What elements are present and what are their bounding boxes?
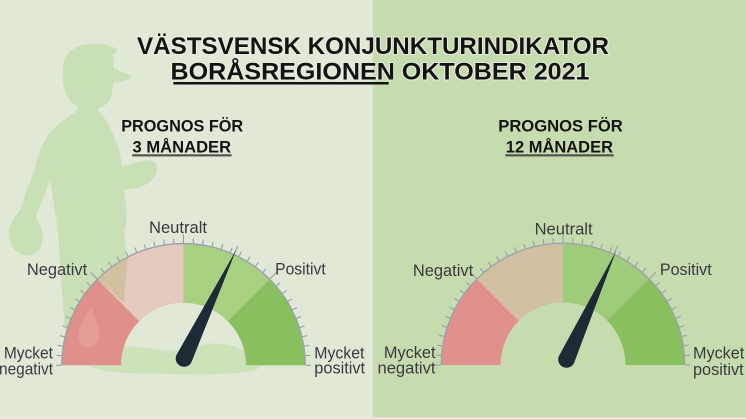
- svg-text:VÄSTSVENSK KONJUNKTURINDIKATOR: VÄSTSVENSK KONJUNKTURINDIKATOR: [137, 33, 609, 60]
- svg-text:Neutralt: Neutralt: [149, 218, 207, 237]
- svg-text:3 MÅNADER: 3 MÅNADER: [133, 137, 232, 156]
- svg-text:negativt: negativt: [378, 359, 436, 378]
- svg-text:positivt: positivt: [314, 359, 365, 378]
- svg-text:Neutralt: Neutralt: [535, 220, 593, 239]
- svg-text:Positivt: Positivt: [660, 260, 712, 279]
- svg-text:BORÅSREGIONEN OKTOBER 2021: BORÅSREGIONEN OKTOBER 2021: [171, 58, 590, 86]
- svg-text:Mycket: Mycket: [384, 343, 436, 362]
- svg-text:Mycket: Mycket: [4, 343, 53, 362]
- svg-text:12 MÅNADER: 12 MÅNADER: [506, 137, 613, 156]
- svg-text:Negativt: Negativt: [413, 261, 474, 280]
- svg-text:Positivt: Positivt: [275, 260, 326, 279]
- svg-text:positivt: positivt: [693, 360, 744, 379]
- svg-text:PROGNOS FÖR: PROGNOS FÖR: [121, 117, 243, 136]
- svg-text:Mycket: Mycket: [314, 344, 364, 363]
- svg-text:Mycket: Mycket: [693, 343, 745, 362]
- svg-text:PROGNOS FÖR: PROGNOS FÖR: [498, 117, 623, 136]
- svg-text:Negativt: Negativt: [27, 260, 88, 279]
- svg-text:negativt: negativt: [0, 359, 53, 378]
